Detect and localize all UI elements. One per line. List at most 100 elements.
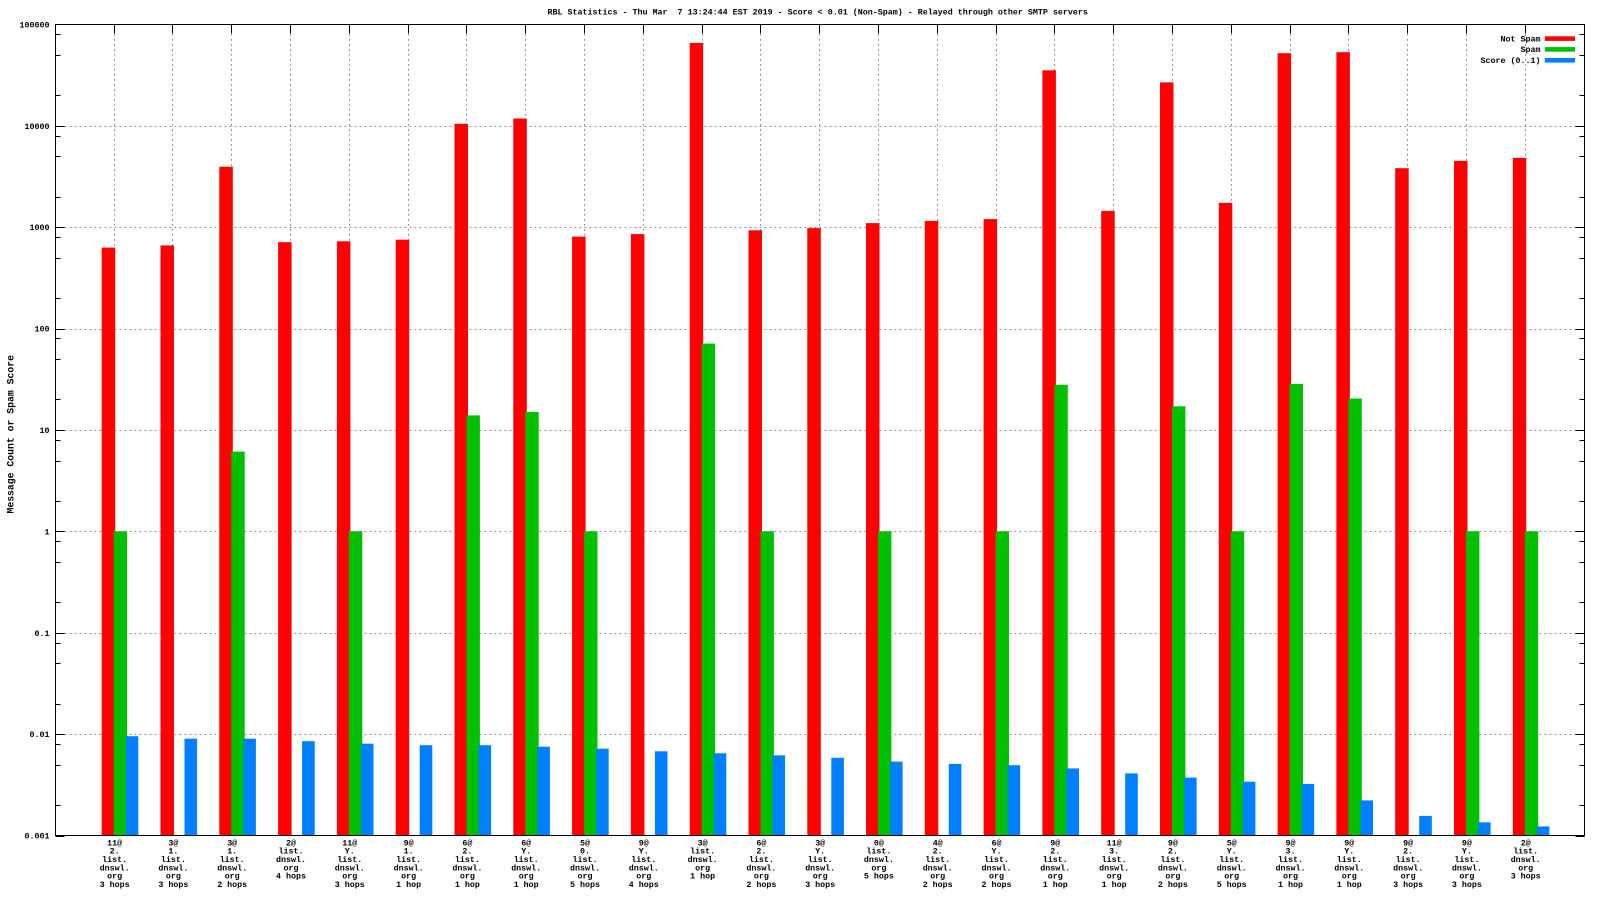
svg-text:dnswl.: dnswl. bbox=[1334, 863, 1364, 873]
svg-text:3 hops: 3 hops bbox=[1452, 880, 1482, 890]
svg-text:org: org bbox=[342, 872, 357, 882]
svg-text:3 hops: 3 hops bbox=[805, 880, 835, 890]
svg-text:dnswl.: dnswl. bbox=[1276, 863, 1306, 873]
svg-text:0.1: 0.1 bbox=[35, 629, 50, 639]
svg-text:4@: 4@ bbox=[933, 838, 943, 848]
svg-text:1 hop: 1 hop bbox=[1337, 880, 1362, 890]
svg-text:list.: list. bbox=[631, 855, 656, 865]
svg-text:dnswl.: dnswl. bbox=[217, 863, 247, 873]
svg-text:list.: list. bbox=[1396, 855, 1421, 865]
svg-text:Score (0..1): Score (0..1) bbox=[1481, 56, 1541, 66]
svg-text:0.01: 0.01 bbox=[30, 730, 50, 740]
svg-text:Spam: Spam bbox=[1521, 45, 1541, 55]
svg-text:3@: 3@ bbox=[227, 838, 237, 848]
svg-text:3 hops: 3 hops bbox=[1393, 880, 1423, 890]
svg-text:3@: 3@ bbox=[698, 838, 708, 848]
svg-text:2.: 2. bbox=[462, 847, 472, 857]
svg-text:org: org bbox=[1048, 872, 1063, 882]
svg-text:6@: 6@ bbox=[756, 838, 766, 848]
svg-text:org: org bbox=[930, 872, 945, 882]
svg-text:list.: list. bbox=[925, 855, 950, 865]
svg-text:dnswl.: dnswl. bbox=[1511, 855, 1541, 865]
svg-text:list.: list. bbox=[1043, 855, 1068, 865]
svg-text:2.: 2. bbox=[1403, 847, 1413, 857]
svg-text:Y.: Y. bbox=[521, 847, 531, 857]
svg-text:0@: 0@ bbox=[874, 838, 884, 848]
svg-text:Y.: Y. bbox=[1462, 847, 1472, 857]
svg-text:1 hop: 1 hop bbox=[455, 880, 480, 890]
svg-text:Y.: Y. bbox=[992, 847, 1002, 857]
svg-text:org: org bbox=[1283, 872, 1298, 882]
svg-text:list.: list. bbox=[866, 847, 891, 857]
svg-text:org: org bbox=[1401, 872, 1416, 882]
svg-text:3.: 3. bbox=[1109, 847, 1119, 857]
svg-text:Y.: Y. bbox=[345, 847, 355, 857]
svg-text:org: org bbox=[1165, 872, 1180, 882]
svg-text:dnswl.: dnswl. bbox=[805, 863, 835, 873]
svg-text:3@: 3@ bbox=[168, 838, 178, 848]
svg-text:11@: 11@ bbox=[107, 838, 122, 848]
svg-text:list.: list. bbox=[102, 855, 127, 865]
svg-text:2.: 2. bbox=[1168, 847, 1178, 857]
svg-text:5@: 5@ bbox=[580, 838, 590, 848]
svg-text:dnswl.: dnswl. bbox=[629, 863, 659, 873]
svg-text:3@: 3@ bbox=[815, 838, 825, 848]
svg-text:9@: 9@ bbox=[1403, 838, 1413, 848]
svg-text:list.: list. bbox=[1219, 855, 1244, 865]
svg-text:list.: list. bbox=[220, 855, 245, 865]
svg-text:Y.: Y. bbox=[815, 847, 825, 857]
svg-text:org: org bbox=[989, 872, 1004, 882]
svg-text:1: 1 bbox=[45, 527, 50, 537]
svg-text:list.: list. bbox=[1102, 855, 1127, 865]
svg-text:org: org bbox=[460, 872, 475, 882]
svg-text:org: org bbox=[166, 872, 181, 882]
svg-text:dnswl.: dnswl. bbox=[1040, 863, 1070, 873]
svg-text:9@: 9@ bbox=[1462, 838, 1472, 848]
svg-text:dnswl.: dnswl. bbox=[923, 863, 953, 873]
svg-text:2@: 2@ bbox=[1521, 838, 1531, 848]
svg-text:2 hops: 2 hops bbox=[746, 880, 776, 890]
svg-text:dnswl.: dnswl. bbox=[746, 863, 776, 873]
svg-text:org: org bbox=[1107, 872, 1122, 882]
svg-text:list.: list. bbox=[337, 855, 362, 865]
svg-text:2.: 2. bbox=[933, 847, 943, 857]
svg-text:6@: 6@ bbox=[462, 838, 472, 848]
svg-text:9@: 9@ bbox=[1168, 838, 1178, 848]
svg-text:2@: 2@ bbox=[286, 838, 296, 848]
svg-text:dnswl.: dnswl. bbox=[158, 863, 188, 873]
svg-text:6@: 6@ bbox=[992, 838, 1002, 848]
svg-text:RBL Statistics - Thu Mar 7 13: RBL Statistics - Thu Mar 7 13:24:44 EST … bbox=[547, 8, 1088, 18]
svg-text:2 hops: 2 hops bbox=[217, 880, 247, 890]
svg-text:org: org bbox=[1518, 863, 1533, 873]
svg-text:4 hops: 4 hops bbox=[276, 872, 306, 882]
svg-text:5@: 5@ bbox=[1227, 838, 1237, 848]
svg-text:org: org bbox=[519, 872, 534, 882]
svg-text:org: org bbox=[1224, 872, 1239, 882]
svg-text:org: org bbox=[636, 872, 651, 882]
svg-text:dnswl.: dnswl. bbox=[1393, 863, 1423, 873]
svg-text:1.: 1. bbox=[227, 847, 237, 857]
svg-text:2 hops: 2 hops bbox=[982, 880, 1012, 890]
svg-text:dnswl.: dnswl. bbox=[982, 863, 1012, 873]
svg-text:10000: 10000 bbox=[25, 122, 50, 132]
svg-text:2.: 2. bbox=[110, 847, 120, 857]
svg-text:3 hops: 3 hops bbox=[100, 880, 130, 890]
svg-text:dnswl.: dnswl. bbox=[276, 855, 306, 865]
svg-text:11@: 11@ bbox=[1107, 838, 1122, 848]
svg-text:9@: 9@ bbox=[404, 838, 414, 848]
svg-text:list.: list. bbox=[1454, 855, 1479, 865]
svg-text:list.: list. bbox=[749, 855, 774, 865]
svg-text:dnswl.: dnswl. bbox=[335, 863, 365, 873]
svg-text:Y.: Y. bbox=[1227, 847, 1237, 857]
svg-text:org: org bbox=[1459, 872, 1474, 882]
svg-text:9@: 9@ bbox=[1286, 838, 1296, 848]
svg-text:3 hops: 3 hops bbox=[1511, 872, 1541, 882]
svg-text:1 hop: 1 hop bbox=[1043, 880, 1068, 890]
svg-text:list.: list. bbox=[514, 855, 539, 865]
svg-text:9@: 9@ bbox=[1344, 838, 1354, 848]
svg-text:1 hop: 1 hop bbox=[1102, 880, 1127, 890]
svg-text:org: org bbox=[401, 872, 416, 882]
svg-text:0.001: 0.001 bbox=[25, 832, 50, 842]
svg-text:org: org bbox=[578, 872, 593, 882]
svg-text:list.: list. bbox=[984, 855, 1009, 865]
